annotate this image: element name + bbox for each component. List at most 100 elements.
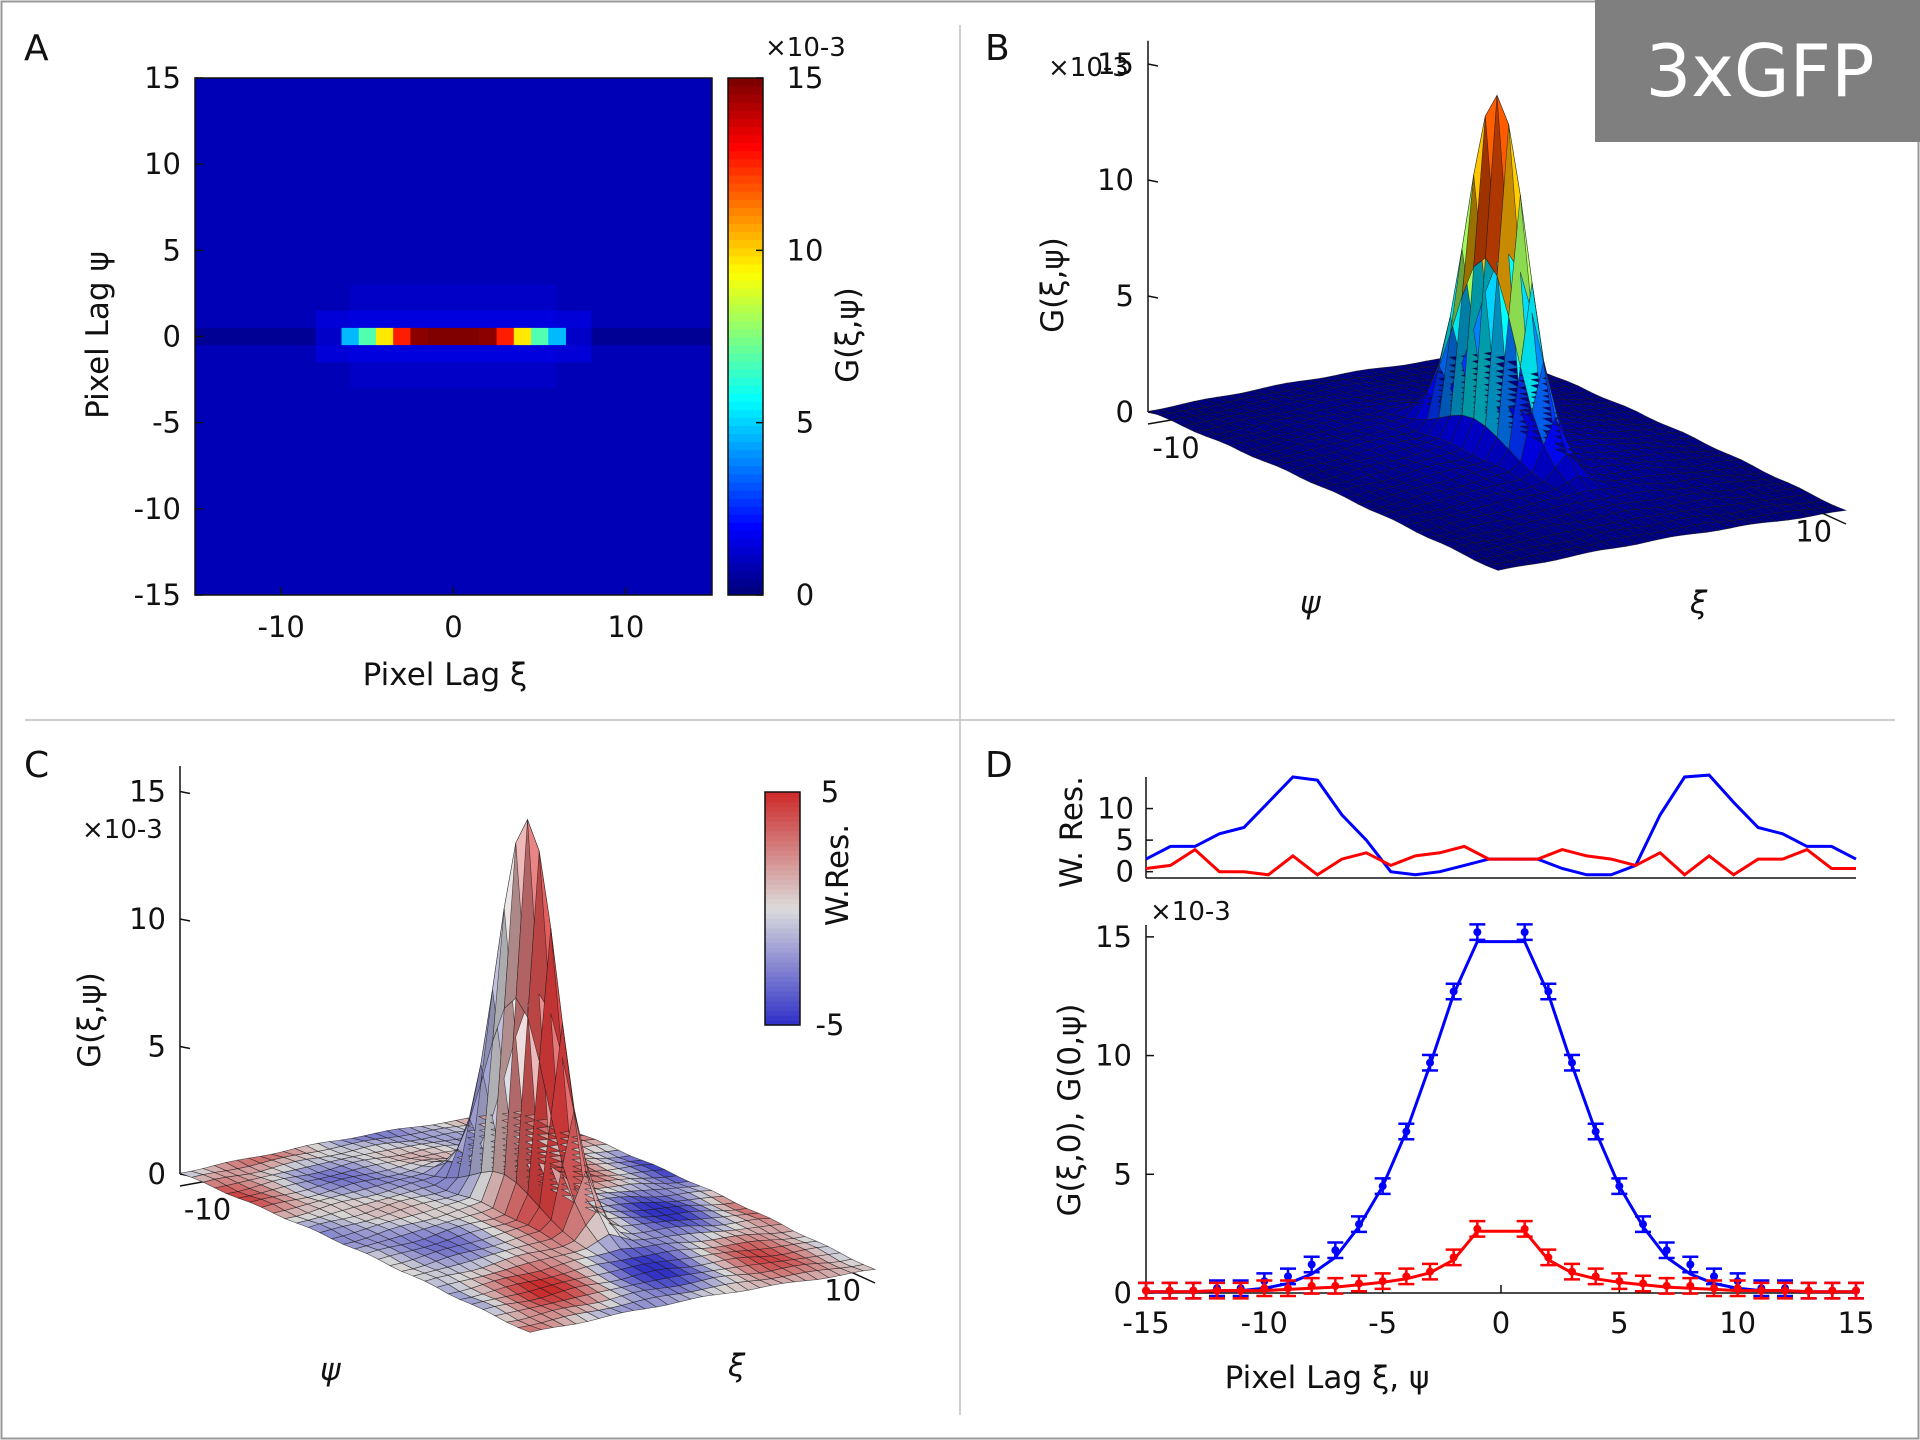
colorbar-step — [728, 425, 763, 435]
colorbar-step — [728, 247, 763, 257]
colorbar-step — [728, 102, 763, 111]
colorbar-step — [728, 433, 763, 443]
data-point — [1520, 928, 1529, 937]
colorbar-step — [728, 166, 763, 176]
colorbar-step — [765, 947, 800, 953]
badge-background — [1595, 0, 1920, 142]
data-point — [1473, 928, 1482, 937]
colorbar-step — [728, 320, 763, 330]
colorbar-tick-label: 5 — [821, 775, 839, 809]
colorbar-step — [765, 840, 800, 846]
colorbar-step — [728, 183, 763, 192]
data-point — [1662, 1246, 1671, 1255]
data-point — [1307, 1260, 1316, 1269]
data-point — [1355, 1220, 1363, 1229]
data-point — [1426, 1058, 1434, 1067]
profile-y-tick-label: 15 — [1095, 920, 1132, 954]
colorbar-step — [765, 1005, 800, 1012]
surface-b-zlabel: G(ξ,ψ) — [1035, 237, 1071, 333]
profile-exponent: ×10-3 — [1150, 897, 1231, 927]
colorbar-step — [728, 304, 763, 313]
colorbar-step — [765, 845, 800, 851]
colorbar-step — [728, 384, 763, 394]
colorbar-frame — [727, 77, 764, 596]
surface-b-ylabel: ψ — [1300, 585, 1321, 621]
colorbar-step — [728, 94, 763, 103]
colorbar-step — [728, 530, 763, 540]
heatmap-cell — [548, 327, 567, 346]
colorbar-step — [765, 1000, 800, 1007]
heatmap-cell — [496, 327, 515, 346]
heatmap-a — [195, 78, 712, 595]
residual-line-red — [1145, 844, 1856, 877]
colorbar-step — [765, 806, 800, 813]
z-tick — [1147, 295, 1159, 299]
y-tick-label: -10 — [134, 492, 181, 526]
colorbar-step — [728, 110, 763, 119]
colorbar-step — [765, 850, 800, 856]
colorbar-step — [765, 821, 800, 827]
colorbar-step — [728, 489, 763, 499]
colorbar-step — [728, 118, 763, 128]
residual-y-tick-label: 5 — [1116, 823, 1134, 857]
z-tick — [1147, 63, 1159, 67]
colorbar-step — [728, 255, 763, 265]
z-tick-label: 0 — [1116, 395, 1134, 429]
profile-y-tick-label: 5 — [1114, 1157, 1132, 1191]
profile-x-tick-label: 5 — [1610, 1306, 1628, 1340]
z-tick — [1147, 179, 1159, 183]
colorbar-a: 0 5 10 15 — [727, 61, 823, 612]
data-point — [1828, 1286, 1837, 1295]
data-point — [1615, 1277, 1624, 1286]
x-tick-label: -10 — [257, 610, 304, 644]
profile-x-tick-label: 0 — [1492, 1306, 1510, 1340]
data-point — [1804, 1286, 1813, 1295]
heatmap-cell — [427, 327, 446, 346]
psi-tick-label: -10 — [1152, 431, 1199, 465]
colorbar-step — [728, 207, 763, 216]
colorbar-step — [765, 801, 800, 808]
data-point — [1307, 1281, 1316, 1290]
surface-c-zlabel: G(ξ,ψ) — [72, 972, 108, 1068]
colorbar-step — [765, 927, 800, 934]
surface-b — [1146, 94, 1848, 571]
colorbar-step — [765, 835, 800, 842]
data-point — [1568, 1267, 1576, 1276]
y-tick-label: 15 — [144, 61, 181, 95]
x-tick-label: 0 — [444, 610, 462, 644]
surface-patch — [1821, 505, 1848, 513]
colorbar-step — [728, 126, 763, 136]
colorbar-step — [765, 898, 800, 905]
heatmap-cell — [462, 327, 480, 346]
data-point — [1639, 1220, 1647, 1229]
colorbar-step — [728, 401, 763, 410]
colorbar-step — [765, 932, 800, 939]
heatmap-cell — [341, 327, 360, 346]
colorbar-step — [765, 971, 800, 978]
data-point — [1284, 1284, 1292, 1293]
colorbar-step — [728, 86, 763, 95]
z-tick — [179, 918, 191, 922]
colorbar-step — [765, 937, 800, 944]
colorbar-step — [728, 554, 763, 564]
colorbar-step — [765, 995, 800, 1002]
data-point — [1260, 1284, 1269, 1293]
colorbar-step — [765, 966, 800, 973]
colorbar-step — [728, 231, 763, 241]
heatmap-a-ylabel: Pixel Lag ψ — [80, 251, 116, 419]
colorbar-step — [765, 816, 800, 822]
data-point — [1544, 987, 1553, 996]
colorbar-step — [728, 215, 763, 225]
colorbar-step — [728, 522, 763, 531]
profile-y-tick-label: 10 — [1095, 1039, 1132, 1073]
surface-c-xlabel: ξ — [727, 1348, 746, 1384]
colorbar-step — [765, 942, 800, 948]
colorbar-step — [728, 586, 763, 596]
profile-x-tick-label: -15 — [1122, 1306, 1169, 1340]
colorbar-step — [728, 546, 763, 556]
profile-xlabel: Pixel Lag ξ, ψ — [1225, 1360, 1430, 1396]
profile-ylabel: G(ξ,0), G(0,ψ) — [1052, 1003, 1088, 1216]
data-point — [1165, 1286, 1174, 1295]
